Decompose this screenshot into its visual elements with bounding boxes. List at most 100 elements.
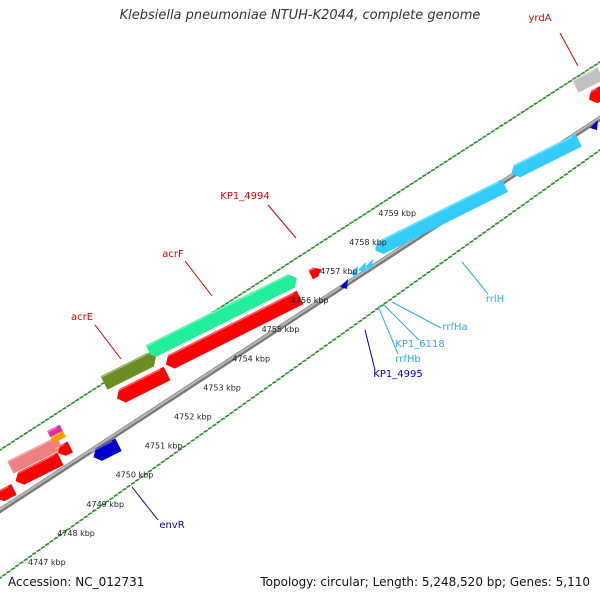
acrB-like-gene-shine (162, 292, 294, 360)
inner-tick (413, 279, 419, 284)
outer-tick (323, 237, 329, 242)
outer-tick (374, 204, 380, 208)
inner-tick (100, 502, 106, 507)
kbp-label: 4754 kbp (232, 354, 270, 363)
trna-2 (358, 262, 366, 272)
outer-tick (49, 415, 54, 419)
inner-tick (520, 203, 526, 207)
inner-tick (181, 444, 187, 449)
inner-tick (211, 423, 217, 427)
outer-tick (27, 428, 33, 433)
kbp-label: 4753 kbp (203, 383, 241, 392)
outer-tick (370, 207, 376, 211)
red-gene-small (55, 441, 73, 456)
outer-tick (293, 257, 299, 261)
outer-tick (426, 171, 431, 175)
inner-tick (151, 466, 157, 470)
outer-tick (310, 245, 316, 250)
inner-tick (96, 505, 101, 510)
inner-tick (396, 291, 401, 296)
inner-tick (74, 521, 80, 525)
outer-tick (516, 112, 521, 117)
outer-tick (216, 306, 221, 311)
inner-tick (349, 325, 354, 330)
outer-tick (541, 96, 547, 100)
inner-tick (87, 512, 93, 516)
inner-tick (241, 402, 247, 406)
outer-tick (469, 143, 474, 147)
outer-tick (224, 301, 230, 305)
outer-tick (580, 71, 586, 75)
inner-tick (246, 398, 251, 403)
inner-tick (370, 310, 376, 314)
red-gene-left-shape (15, 452, 64, 485)
kbp-labels: 4747 kbp 4748 kbp 4749 kbp 4750 kbp 4751 kbp… (28, 209, 416, 567)
inner-tick (340, 331, 346, 336)
outer-tick (44, 417, 50, 422)
inner-tick (507, 212, 513, 216)
outer-tick (499, 124, 504, 128)
inner-tick (486, 227, 491, 232)
inner-tick (267, 383, 273, 388)
outer-tick (434, 165, 440, 170)
outer-tick (421, 173, 427, 178)
inner-tick (516, 206, 521, 210)
outer-tick (66, 403, 71, 408)
inner-tick (203, 429, 209, 433)
inner-tick (177, 447, 183, 452)
outer-tick (220, 304, 226, 308)
inner-tick (404, 285, 410, 290)
kbp-label: 4749 kbp (86, 500, 124, 509)
acrE-gene (100, 352, 156, 390)
inner-tick (563, 172, 569, 177)
outer-tick (430, 168, 436, 172)
leader-rrfHb (377, 305, 399, 355)
accession-text: Accession: NC_012731 (8, 575, 145, 589)
outer-tick (340, 226, 346, 230)
inner-tick (224, 414, 230, 418)
outer-tick (306, 248, 311, 253)
inner-tick (537, 191, 543, 195)
magenta-gene (47, 424, 63, 438)
inner-tick (323, 343, 329, 348)
inner-tick (310, 353, 316, 357)
inner-tick (357, 319, 363, 323)
outer-tick (447, 157, 453, 161)
inner-tick (194, 435, 200, 440)
outer-tick (443, 160, 449, 164)
outer-tick (473, 140, 479, 145)
inner-tick (284, 371, 290, 375)
inner-tick (490, 224, 496, 229)
inner-tick (40, 545, 46, 550)
outer-tick (276, 268, 281, 272)
inner-tick (494, 221, 500, 226)
gene-label-rrlH: rrlH (486, 294, 504, 305)
inner-tick (297, 362, 303, 366)
inner-tick (216, 420, 221, 424)
acrE-gene-shape (100, 353, 156, 390)
inner-tick (361, 316, 367, 320)
outer-tick (409, 182, 414, 186)
outer-tick (301, 251, 307, 255)
backbone (0, 115, 600, 514)
inner-tick (6, 570, 11, 574)
outer-tick (241, 290, 247, 294)
KP1_4994-gene-shape (308, 267, 322, 280)
outer-tick (61, 406, 67, 411)
outer-tick (417, 176, 423, 181)
inner-tick (250, 395, 256, 400)
outer-tick (353, 218, 359, 222)
inner-tick (434, 264, 440, 268)
outer-tick (19, 434, 24, 438)
inner-tick (481, 230, 487, 235)
inner-tick (130, 481, 136, 485)
envR-gene-shape (93, 438, 122, 461)
inner-tick (61, 530, 67, 534)
envR-gene-shine (90, 440, 113, 453)
inner-tick (220, 417, 226, 421)
gene-label-KP1_4995: KP1_4995 (373, 369, 422, 380)
red-gene-right-shape (588, 86, 600, 104)
outer-tick (314, 243, 320, 247)
outer-tick (477, 137, 483, 142)
